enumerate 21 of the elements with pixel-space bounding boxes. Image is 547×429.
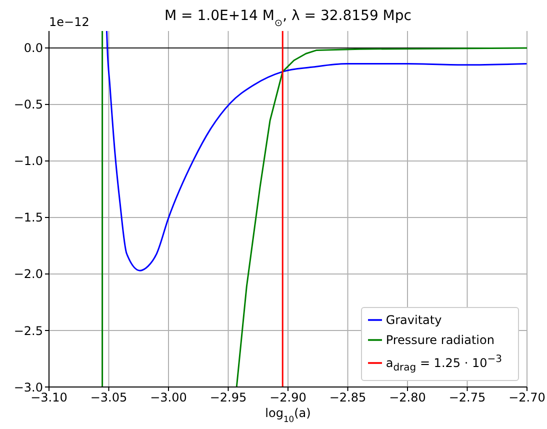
x-tick-label: −2.70 (508, 390, 546, 405)
chart-title: M = 1.0E+14 M$_{⊙}$, λ = 32.8159 Mpc (164, 8, 412, 28)
legend-label: Pressure radiation (386, 332, 494, 347)
x-tick-label: −2.75 (448, 390, 486, 405)
y-tick-label: −2.5 (14, 324, 43, 338)
x-tick-label: −2.80 (389, 390, 426, 405)
x-tick-label: −2.90 (270, 390, 306, 405)
x-tick-label: −3.00 (150, 390, 187, 405)
y-tick-label: −2.0 (14, 267, 43, 282)
legend-label: a$_{drag}$ = 1.25 · 10$^{−3}$ (386, 354, 502, 373)
legend-label: Gravitaty (386, 312, 442, 327)
y-tick-label: −1.0 (14, 154, 43, 168)
y-tick-label: −0.5 (14, 98, 43, 112)
x-tick-label: −2.95 (210, 390, 247, 405)
y-tick-label: 0.0 (24, 41, 43, 56)
line-series (106, 31, 527, 272)
x-tick-label: −3.05 (90, 390, 128, 405)
x-tick-label: −2.85 (329, 390, 366, 405)
text: 1e−12 (49, 15, 90, 29)
y-tick-label: −1.5 (14, 210, 43, 225)
x-axis-title: log$_{10}$(a) (265, 406, 311, 424)
